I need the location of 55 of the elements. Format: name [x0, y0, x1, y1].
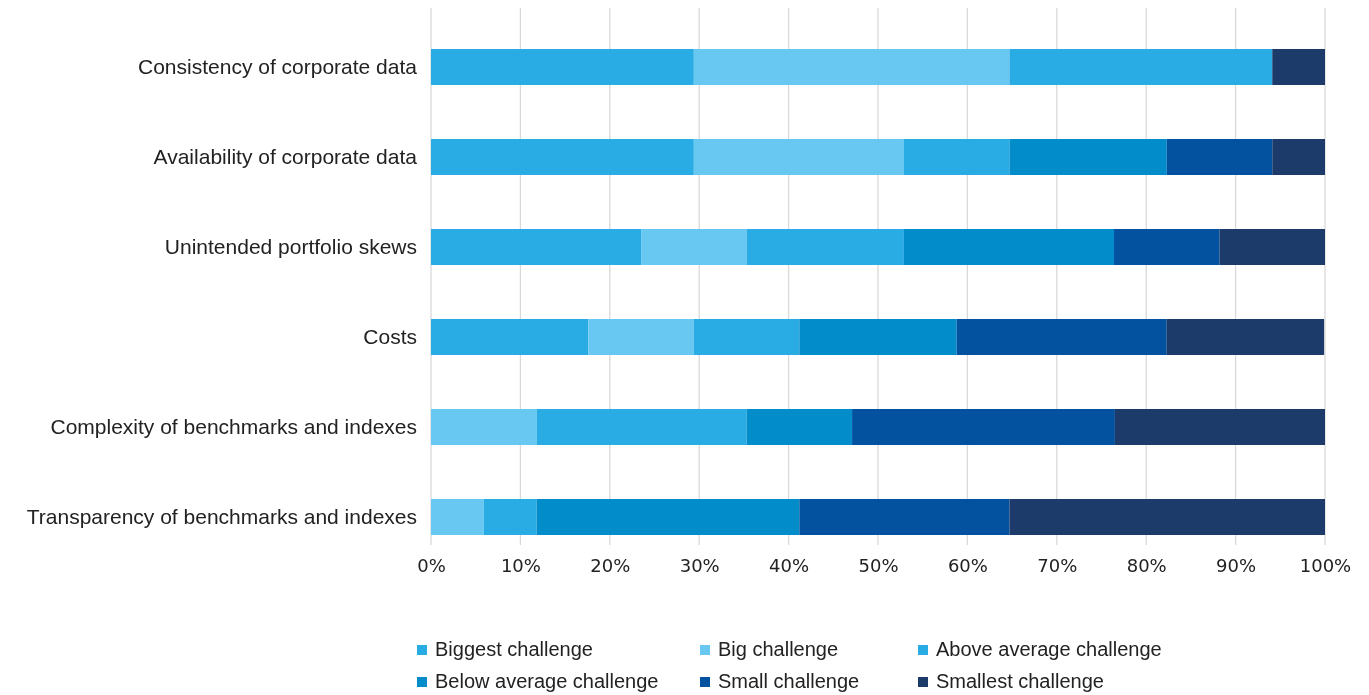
bar: [799, 499, 1010, 535]
legend-label: Smallest challenge: [936, 670, 1104, 692]
bar: [1114, 229, 1220, 265]
x-tick-label: 50%: [858, 554, 899, 576]
bar: [1219, 229, 1325, 265]
bar: [799, 319, 957, 355]
x-tick-label: 40%: [769, 554, 810, 576]
bar: [1114, 409, 1325, 445]
legend-label: Big challenge: [718, 638, 839, 660]
legend-label: Biggest challenge: [435, 638, 593, 660]
bar: [746, 229, 904, 265]
bar: [431, 229, 642, 265]
y-tick-label: Complexity of benchmarks and indexes: [50, 414, 417, 438]
y-tick-label: Unintended portfolio skews: [164, 234, 417, 258]
bar: [431, 319, 589, 355]
y-tick-label: Availability of corporate data: [153, 144, 418, 168]
y-tick-label: Transparency of benchmarks and indexes: [26, 504, 417, 528]
x-tick-label: 10%: [500, 554, 541, 576]
bar: [903, 139, 1010, 175]
x-tick-label: 90%: [1216, 554, 1257, 576]
bar: [431, 409, 537, 445]
x-tick-label: 30%: [679, 554, 720, 576]
bar: [1272, 49, 1325, 85]
bar: [693, 49, 1010, 85]
bar: [431, 499, 484, 535]
x-tick-label: 70%: [1037, 554, 1078, 576]
legend-label: Above average challenge: [936, 638, 1162, 660]
bar: [956, 319, 1167, 355]
x-tick-label: 80%: [1126, 554, 1167, 576]
x-tick-label: 0%: [417, 554, 446, 576]
bar: [431, 49, 694, 85]
legend-label: Small challenge: [718, 670, 860, 692]
bar: [536, 409, 747, 445]
bar: [746, 409, 853, 445]
bar: [693, 139, 904, 175]
bar: [431, 139, 694, 175]
bar: [1166, 139, 1273, 175]
bar: [1166, 319, 1325, 355]
bar: [693, 319, 800, 355]
bar: [1009, 499, 1325, 535]
bar: [641, 229, 747, 265]
y-tick-label: Costs: [363, 324, 417, 348]
bar: [903, 229, 1115, 265]
bar: [483, 499, 537, 535]
x-tick-label: 100%: [1299, 554, 1352, 576]
bar: [588, 319, 694, 355]
bar: [1272, 139, 1325, 175]
x-tick-label: 60%: [947, 554, 988, 576]
bar: [852, 409, 1115, 445]
y-tick-label: Consistency of corporate data: [138, 54, 418, 78]
legend-label: Below average challenge: [435, 670, 659, 692]
bar: [1009, 49, 1273, 85]
bar: [1009, 139, 1167, 175]
x-tick-label: 20%: [590, 554, 631, 576]
bar: [536, 499, 800, 535]
